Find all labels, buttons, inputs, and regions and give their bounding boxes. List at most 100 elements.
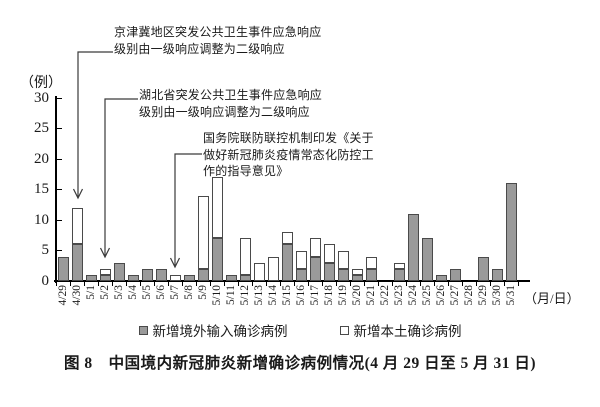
x-tick [56,282,57,286]
x-label-5/12: 5/12 [239,285,251,306]
x-label-5/22: 5/22 [379,285,391,306]
bar-5/23-imported [393,268,405,281]
bar-5/2-imported [99,274,111,281]
bar-5/3-imported [113,262,125,281]
bar-5/10-imported [211,238,223,281]
y-tick-20 [57,158,62,160]
x-tick [84,282,85,286]
bar-5/20-imported [351,274,363,281]
x-tick [154,282,155,286]
x-label-5/27: 5/27 [449,285,461,306]
x-label-5/3: 5/3 [113,285,125,300]
y-tick-25 [57,128,62,129]
y-tick-0 [57,280,62,282]
y-tick-label-25: 25 [34,120,49,136]
x-tick [238,282,239,286]
x-tick [406,282,407,286]
bar-5/25-imported [421,238,433,281]
y-tick-30 [57,97,62,99]
x-label-5/16: 5/16 [295,285,307,306]
bar-5/21-local [365,256,377,269]
x-tick [350,282,351,286]
x-label-5/9: 5/9 [197,285,209,300]
y-tick-10 [57,219,62,221]
bar-5/27-imported [449,268,461,281]
bar-5/5-imported [141,268,153,281]
x-tick [392,282,393,286]
bar-5/12-imported [239,274,251,281]
x-label-5/19: 5/19 [337,285,349,306]
x-tick [462,282,463,286]
bar-5/4-imported [127,274,139,281]
x-tick [336,282,337,286]
legend-item-imported: 新增境外输入确诊病例 [138,320,288,340]
x-tick [196,282,197,286]
x-label-5/20: 5/20 [351,285,363,306]
x-tick [420,282,421,286]
y-tick-label-15: 15 [34,181,49,197]
x-label-5/21: 5/21 [365,285,377,306]
x-tick [504,282,505,286]
bar-5/26-imported [435,274,447,281]
bar-5/16-local [295,250,307,269]
x-tick [182,282,183,286]
x-axis-title: （月/日） [524,291,580,306]
x-label-5/6: 5/6 [155,285,167,300]
x-tick [490,282,491,286]
x-label-5/26: 5/26 [435,285,447,306]
bar-4/29-imported [57,256,69,281]
x-label-5/10: 5/10 [211,285,223,306]
bar-5/29-imported [477,256,489,281]
bar-5/19-imported [337,268,349,281]
bar-5/18-imported [323,262,335,281]
x-label-5/2: 5/2 [99,285,111,300]
x-label-4/29: 4/29 [57,285,69,306]
x-tick [378,282,379,286]
plot-area [56,95,520,281]
y-tick-label-20: 20 [34,150,49,167]
x-label-4/30: 4/30 [71,285,83,306]
annotation-hubei: 湖北省突发公共卫生事件应急响应 级别由一级响应调整为二级响应 [139,88,323,119]
bar-5/23-local [393,262,405,269]
x-tick [224,282,225,286]
bar-5/15-local [281,232,293,245]
y-tick-label-10: 10 [34,211,49,228]
bar-5/24-imported [407,213,419,281]
x-label-5/24: 5/24 [407,285,419,306]
annotation-guowuyuan: 国务院联防联控机制印发《关于 做好新冠肺炎疫情常态化防控工 作的指导意见》 [203,131,374,178]
bar-5/10-local [211,177,223,239]
y-tick-5 [57,250,62,251]
x-tick [140,282,141,286]
x-label-5/8: 5/8 [183,285,195,300]
bar-5/21-imported [365,268,377,281]
y-axis-unit-label: （例） [20,76,62,91]
x-tick [252,282,253,286]
bar-5/13-local [253,262,265,281]
x-label-5/25: 5/25 [421,285,433,306]
y-axis-line [55,96,57,283]
imported-cases-swatch [138,325,148,335]
bar-5/19-local [337,250,349,269]
x-tick [322,282,323,286]
bar-5/16-imported [295,268,307,281]
bar-5/14-local [267,256,279,281]
x-axis-line [54,280,530,282]
legend-item-local: 新增本土确诊病例 [339,320,462,340]
bar-5/11-imported [225,274,237,281]
x-tick [308,282,309,286]
x-label-5/18: 5/18 [323,285,335,306]
local-cases-swatch [339,325,349,335]
bar-5/1-imported [85,274,97,281]
x-tick [476,282,477,286]
y-tick-label-0: 0 [41,272,50,289]
bar-5/18-local [323,244,335,263]
bar-5/17-local [309,238,321,257]
x-tick [168,282,169,286]
x-label-5/4: 5/4 [127,285,139,300]
bar-5/20-local [351,268,363,275]
bar-4/30-imported [71,244,83,281]
y-tick-label-30: 30 [34,89,49,106]
bar-5/17-imported [309,256,321,281]
x-label-5/29: 5/29 [477,285,489,306]
